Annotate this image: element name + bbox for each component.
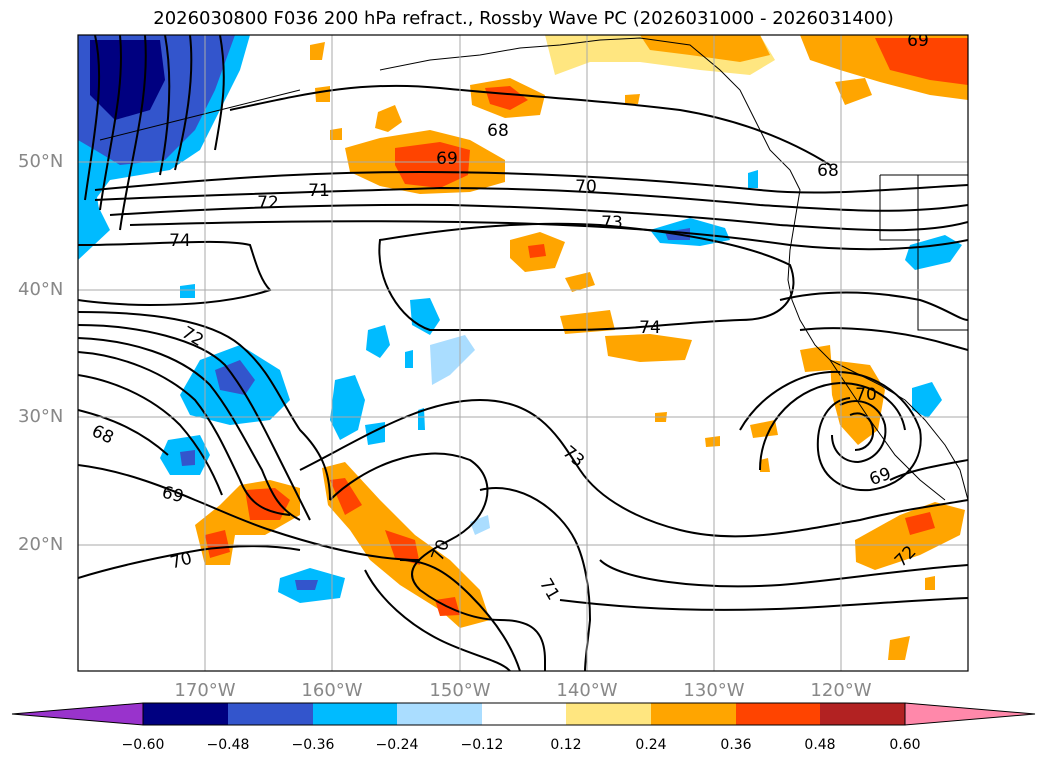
- colorbar-tick-label: −0.24: [375, 737, 419, 753]
- contour-label: 74: [639, 318, 661, 338]
- contour-label: 71: [308, 181, 330, 201]
- colorbar-bin: [482, 703, 566, 725]
- lon-label: 120°W: [810, 680, 872, 701]
- map-plot-area: [78, 35, 968, 671]
- contour-label: 70: [855, 385, 877, 405]
- contour-label: 69: [436, 149, 458, 169]
- contour-label: 74: [169, 231, 191, 251]
- negative-anomaly-shading: [78, 35, 962, 603]
- map-frame: [77, 34, 969, 672]
- lon-label: 140°W: [556, 680, 618, 701]
- lat-label: 20°N: [18, 534, 64, 555]
- colorbar-tick-label: 0.24: [635, 737, 667, 753]
- colorbar-extend-low: [11, 702, 144, 726]
- contour-label: 73: [601, 213, 623, 233]
- lat-label: 50°N: [18, 151, 64, 172]
- colorbar-bin: [736, 703, 820, 725]
- contour-label: 70: [575, 177, 597, 197]
- colorbar: [11, 702, 1036, 726]
- colorbar-bin: [651, 703, 736, 725]
- colorbar-tick-label: 0.36: [720, 737, 752, 753]
- colorbar-bin: [566, 703, 651, 725]
- colorbar-extend-high: [904, 702, 1036, 726]
- lon-label: 170°W: [174, 680, 236, 701]
- contour-label: 68: [817, 161, 839, 181]
- colorbar-tick-label: 0.60: [889, 737, 921, 753]
- contour-lines: [78, 35, 968, 671]
- contour-label: 72: [257, 193, 279, 213]
- colorbar-bin: [397, 703, 482, 725]
- lon-label: 130°W: [683, 680, 745, 701]
- colorbar-tick-label: −0.60: [121, 737, 165, 753]
- colorbar-tick-label: −0.48: [206, 737, 250, 753]
- colorbar-bin: [820, 703, 905, 725]
- positive-anomaly-shading: [195, 35, 968, 660]
- graticule: [78, 35, 968, 671]
- map-title: 2026030800 F036 200 hPa refract., Rossby…: [153, 8, 894, 29]
- colorbar-frame: [142, 702, 906, 726]
- lat-label: 30°N: [18, 406, 64, 427]
- colorbar-tick-label: −0.12: [460, 737, 504, 753]
- colorbar-bin: [313, 703, 397, 725]
- lon-label: 160°W: [301, 680, 363, 701]
- lat-label: 40°N: [18, 279, 64, 300]
- lon-label: 150°W: [429, 680, 491, 701]
- colorbar-tick-label: 0.48: [804, 737, 836, 753]
- colorbar-tick-label: 0.12: [550, 737, 582, 753]
- colorbar-bin: [228, 703, 313, 725]
- contour-label: 69: [907, 31, 929, 51]
- contour-label: 68: [487, 121, 509, 141]
- colorbar-bin: [143, 703, 228, 725]
- colorbar-tick-label: −0.36: [291, 737, 335, 753]
